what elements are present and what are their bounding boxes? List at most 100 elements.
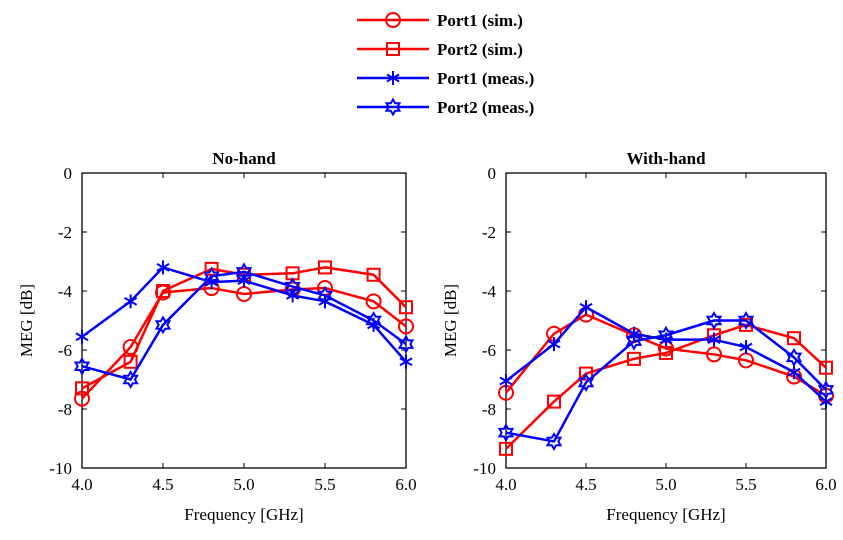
series-circle: [74, 280, 414, 407]
data-point-hexagram: [545, 431, 563, 451]
panel-title: No-hand: [212, 149, 276, 168]
data-point-square: [819, 360, 833, 375]
panel-title: With-hand: [626, 149, 706, 168]
data-point-hexagram: [657, 325, 675, 345]
x-axis-label: Frequency [GHz]: [184, 505, 303, 524]
data-point-square: [366, 267, 381, 282]
y-tick-label: -2: [58, 223, 72, 242]
data-point-hexagram: [397, 334, 415, 354]
data-point-hexagram: [122, 370, 139, 389]
data-point-square: [627, 351, 641, 366]
data-point-asterisk: [707, 332, 721, 347]
series-line: [505, 305, 827, 403]
data-point-hexagram: [235, 262, 253, 282]
data-point-asterisk: [739, 340, 753, 355]
data-point-hexagram: [817, 380, 835, 400]
y-axis-label: MEG [dB]: [441, 284, 460, 357]
x-tick-label: 6.0: [815, 475, 836, 494]
legend-marker-hexagram: [384, 97, 402, 117]
legend-label: Port1 (sim.): [437, 11, 523, 30]
data-point-hexagram: [625, 331, 643, 351]
data-point-asterisk: [75, 329, 89, 344]
data-point-asterisk: [547, 337, 561, 352]
data-point-square: [156, 284, 170, 298]
data-point-hexagram: [154, 315, 172, 335]
x-tick-label: 4.5: [575, 475, 596, 494]
data-point-square: [318, 260, 332, 275]
plot-area: [81, 172, 407, 469]
y-tick-label: 0: [64, 164, 73, 183]
data-point-square: [547, 394, 561, 409]
x-tick-label: 5.5: [314, 475, 335, 494]
legend-marker-square: [386, 42, 400, 56]
y-tick-label: -10: [473, 459, 496, 478]
y-tick-label: -8: [482, 400, 496, 419]
data-point-hexagram: [577, 372, 595, 392]
series-line: [81, 270, 407, 381]
data-point-hexagram: [365, 311, 382, 330]
series-line: [505, 313, 827, 397]
data-point-hexagram: [203, 266, 220, 286]
data-point-hexagram: [284, 277, 301, 297]
y-tick-label: -4: [58, 282, 73, 301]
x-tick-label: 4.0: [71, 475, 92, 494]
legend-entry: Port2 (sim.): [357, 40, 523, 59]
data-point-square: [75, 381, 89, 396]
data-point-circle: [398, 318, 414, 335]
data-point-square: [787, 331, 801, 346]
data-point-hexagram: [316, 285, 334, 305]
y-tick-label: -4: [482, 282, 497, 301]
x-axis-label: Frequency [GHz]: [606, 505, 725, 524]
y-tick-label: 0: [488, 164, 497, 183]
data-point-square: [399, 300, 413, 315]
data-point-asterisk: [156, 260, 170, 275]
data-point-circle: [74, 390, 90, 407]
data-point-square: [123, 354, 138, 369]
x-tick-label: 5.5: [735, 475, 756, 494]
data-point-hexagram: [497, 423, 515, 443]
data-point-square: [204, 261, 219, 276]
x-tick-label: 4.5: [152, 475, 173, 494]
y-tick-label: -10: [49, 459, 72, 478]
panel-1: No-hand 4.0 4.5 5.0 5.5 6.0 0 -2 -4 -6 -8 -10 Freque…: [17, 149, 417, 524]
x-tick-label: 4.0: [495, 475, 516, 494]
data-point-asterisk: [399, 354, 413, 369]
series-line: [505, 323, 827, 450]
legend-marker-asterisk: [386, 71, 400, 85]
data-point-square: [499, 441, 513, 456]
y-tick-label: -2: [482, 223, 496, 242]
data-point-asterisk: [787, 365, 801, 380]
data-point-hexagram: [705, 311, 723, 330]
legend-entry: Port2 (meas.): [357, 97, 534, 117]
y-tick-label: -6: [58, 341, 72, 360]
data-point-hexagram: [73, 356, 91, 376]
x-tick-label: 5.0: [655, 475, 676, 494]
data-point-square: [659, 345, 673, 360]
y-tick-label: -6: [482, 341, 496, 360]
legend-label: Port2 (meas.): [437, 98, 534, 117]
legend-entry: Port1 (sim.): [357, 11, 523, 30]
data-point-asterisk: [499, 373, 513, 388]
data-point-circle: [706, 346, 722, 363]
panel-2: With-hand 4.0 4.5 5.0 5.5 6.0 0 -2 -4 -6 -8 -10 Freq…: [441, 149, 837, 524]
data-point-square: [579, 366, 593, 381]
x-tick-label: 5.0: [233, 475, 254, 494]
legend-entry: Port1 (meas.): [357, 69, 534, 88]
data-point-circle: [365, 293, 382, 310]
x-tick-label: 6.0: [395, 475, 416, 494]
legend-marker-circle: [385, 12, 401, 28]
data-point-asterisk: [579, 300, 593, 315]
data-point-hexagram: [785, 347, 803, 367]
series-circle: [498, 306, 834, 404]
y-tick-label: -8: [58, 400, 72, 419]
series-hexagram: [497, 311, 835, 451]
series-asterisk: [499, 300, 833, 409]
data-point-hexagram: [737, 311, 755, 330]
y-axis-label: MEG [dB]: [17, 284, 36, 357]
series-line: [81, 286, 407, 400]
series-line: [505, 319, 827, 443]
legend-label: Port1 (meas.): [437, 69, 534, 88]
legend: Port1 (sim.) Port2 (sim.) Port1 (meas.) Por…: [357, 11, 534, 117]
